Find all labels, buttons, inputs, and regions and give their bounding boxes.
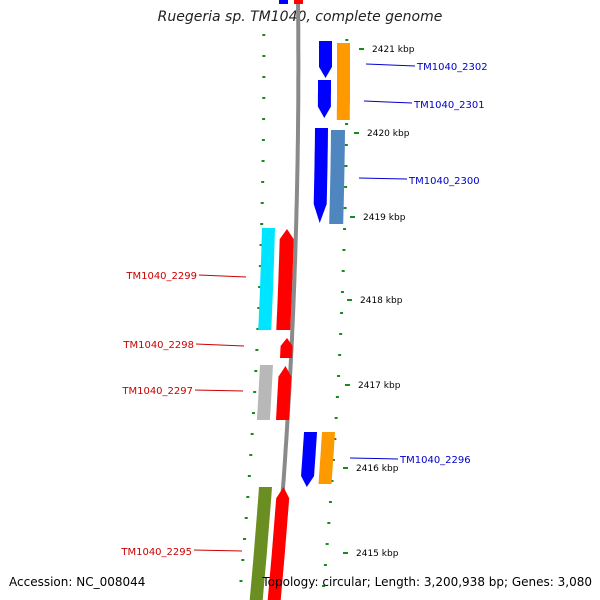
gene-leader-line [363,100,413,104]
gene-label-2300[interactable]: TM1040_2300 [408,176,480,187]
scale-label: 2415 kbp [356,549,399,559]
gene-bar-2299-cds[interactable] [258,228,275,330]
gene-label-2299[interactable]: TM1040_2299 [125,271,197,282]
gene-leader-line [194,389,244,392]
accession-text: Accession: NC_008044 [9,575,146,589]
gene-label-2295[interactable]: TM1040_2295 [120,547,192,558]
gene-label-2296[interactable]: TM1040_2296 [399,455,471,466]
scale-label: 2416 kbp [356,464,399,474]
gene-label-2301[interactable]: TM1040_2301 [413,100,485,111]
scale-label: 2418 kbp [360,296,403,306]
gene-bar-2301[interactable] [317,80,331,118]
scale-label: 2420 kbp [367,129,410,139]
gene-bar-2297[interactable] [276,366,292,420]
gene-label-2298[interactable]: TM1040_2298 [122,340,194,351]
gene-bar-2300[interactable] [313,128,328,223]
gene-label-2302[interactable]: TM1040_2302 [416,62,488,73]
gene-bar-2302-cds[interactable] [336,43,350,120]
gene-label-2297[interactable]: TM1040_2297 [121,386,193,397]
gene-leader-line [195,343,245,347]
gene-bar-2300-cds[interactable] [329,130,345,224]
gene-bar-2297-cds[interactable] [256,365,273,420]
gene-leader-line [349,457,399,460]
gene-bar-2295-cds[interactable] [249,487,272,600]
scale-label: 2421 kbp [372,45,415,55]
gene-leader-line [358,177,408,180]
scale-label: 2419 kbp [363,213,406,223]
gene-bar-2298[interactable] [280,338,293,358]
gene-partial-top[interactable] [294,0,303,4]
gene-partial-top[interactable] [279,0,288,4]
gene-bar-2296[interactable] [301,432,317,487]
gene-bar-2295[interactable] [267,487,290,600]
gene-leader-line [365,63,416,67]
gene-bar-2296-cds[interactable] [318,432,336,484]
gene-bar-2299[interactable] [276,229,294,330]
gene-leader-line [198,274,247,278]
gene-bar-2302[interactable] [319,41,332,78]
topology-text: Topology: circular; Length: 3,200,938 bp… [262,575,592,589]
gene-leader-line [193,549,243,552]
scale-label: 2417 kbp [358,381,401,391]
